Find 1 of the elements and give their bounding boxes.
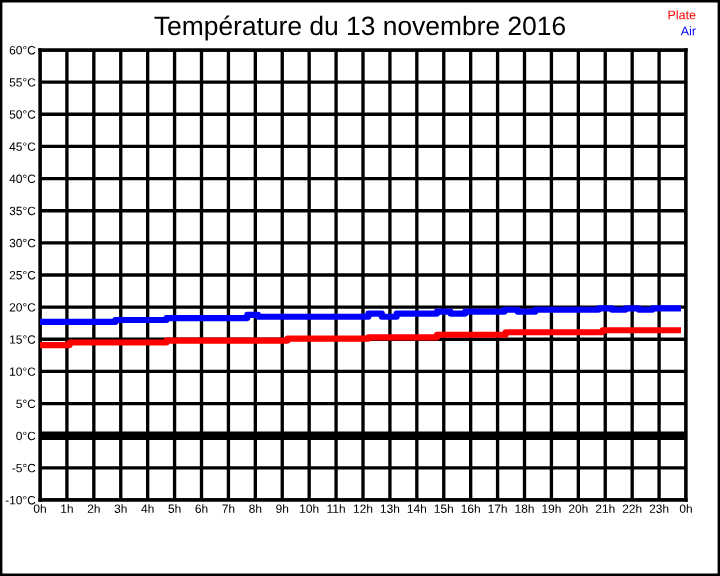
chart-title: Température du 13 novembre 2016 bbox=[154, 15, 565, 41]
